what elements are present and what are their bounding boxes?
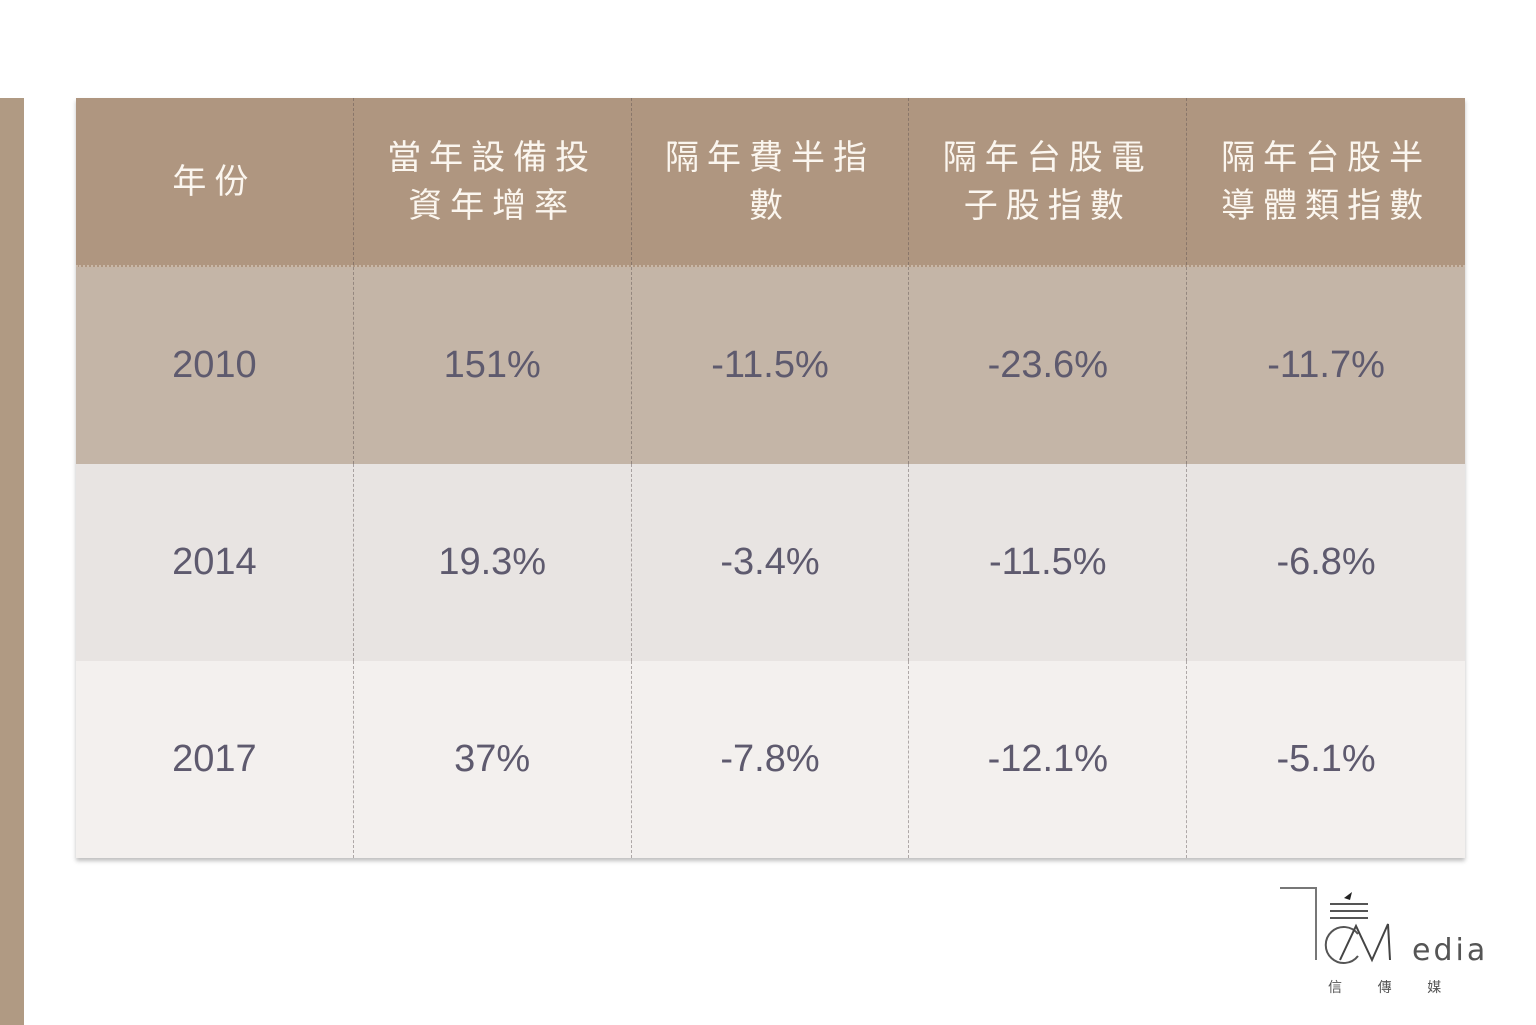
table-cell: 19.3% bbox=[354, 464, 632, 661]
table-cell: -11.7% bbox=[1267, 344, 1385, 386]
table-cell: 151% bbox=[354, 267, 632, 464]
table-cell: -23.6% bbox=[909, 267, 1188, 464]
table-cell: -12.1% bbox=[909, 661, 1188, 858]
table-cell: -11.5% bbox=[632, 267, 910, 464]
header-cell: 當年設備投 資年增率 bbox=[354, 98, 632, 265]
header-cell: 隔年台股半 導體類指數 bbox=[1221, 137, 1432, 226]
table-row: 2017 37% -7.8% -12.1% -5.1% bbox=[76, 661, 1465, 858]
table-cell: -11.5% bbox=[909, 464, 1188, 661]
table-row: 2014 19.3% -3.4% -11.5% -6.8% bbox=[76, 464, 1465, 661]
table-cell: -7.8% bbox=[632, 661, 910, 858]
table-cell: -6.8% bbox=[1276, 541, 1376, 583]
svg-text:信 傳 媒: 信 傳 媒 bbox=[1328, 980, 1441, 996]
svg-text:edia: edia bbox=[1412, 933, 1488, 968]
cm-media-logo: edia 信 傳 媒 bbox=[1280, 887, 1488, 996]
header-cell: 隔年費半指 數 bbox=[632, 98, 910, 265]
table-cell: 2017 bbox=[76, 661, 354, 858]
table-cell: 2010 bbox=[76, 267, 354, 464]
table-header: 年份 當年設備投 資年增率 隔年費半指 數 隔年台股電 子股指數 隔年台股半 導… bbox=[76, 98, 1465, 267]
header-cell: 隔年台股電 子股指數 bbox=[909, 98, 1188, 265]
table-cell: 2014 bbox=[76, 464, 354, 661]
header-cell: 年份 bbox=[76, 98, 354, 265]
data-table: 年份 當年設備投 資年增率 隔年費半指 數 隔年台股電 子股指數 隔年台股半 導… bbox=[76, 98, 1465, 858]
table-cell: -3.4% bbox=[632, 464, 910, 661]
table-row: 2010 151% -11.5% -23.6% -11.7% bbox=[76, 267, 1465, 464]
table-cell: 37% bbox=[354, 661, 632, 858]
accent-bar bbox=[0, 98, 24, 1025]
table-cell: -5.1% bbox=[1276, 738, 1376, 780]
